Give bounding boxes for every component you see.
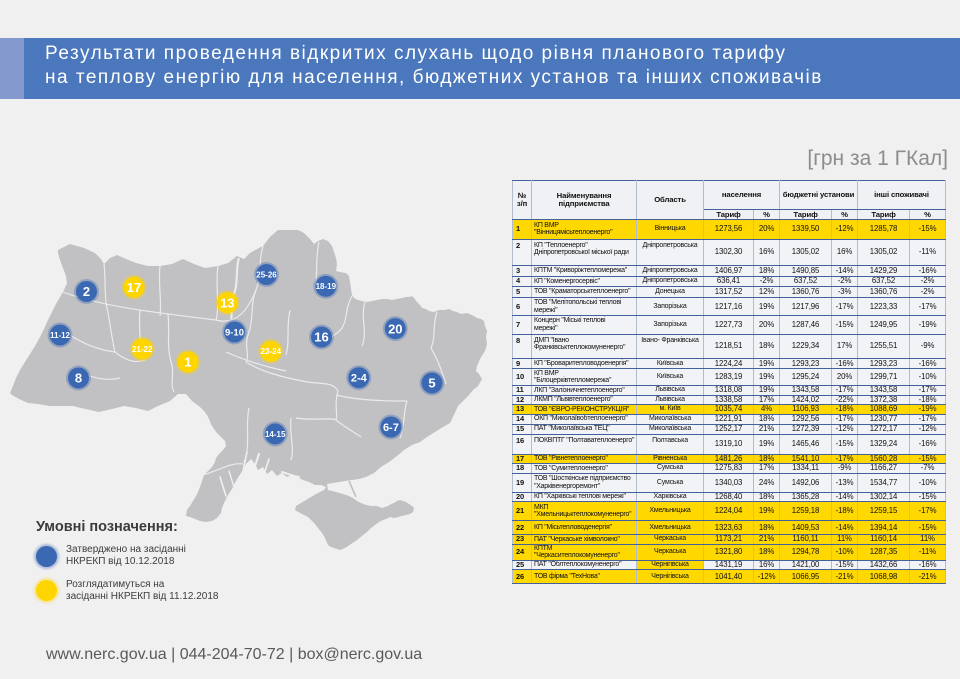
svg-text:9-10: 9-10: [225, 327, 244, 338]
svg-text:17: 17: [127, 280, 141, 295]
svg-text:2: 2: [83, 284, 90, 299]
svg-text:2-4: 2-4: [351, 373, 368, 385]
svg-text:25-26: 25-26: [256, 270, 277, 279]
svg-text:21-22: 21-22: [132, 345, 153, 354]
svg-text:8: 8: [75, 371, 82, 386]
svg-text:5: 5: [428, 376, 435, 391]
svg-text:13: 13: [220, 295, 234, 310]
svg-text:16: 16: [314, 330, 328, 345]
svg-text:18-19: 18-19: [316, 282, 337, 291]
svg-text:14-15: 14-15: [265, 430, 286, 439]
svg-text:11-12: 11-12: [50, 331, 71, 340]
svg-text:1: 1: [184, 355, 191, 370]
svg-text:20: 20: [388, 321, 402, 336]
svg-text:6-7: 6-7: [383, 422, 399, 434]
svg-text:23-24: 23-24: [261, 347, 282, 356]
